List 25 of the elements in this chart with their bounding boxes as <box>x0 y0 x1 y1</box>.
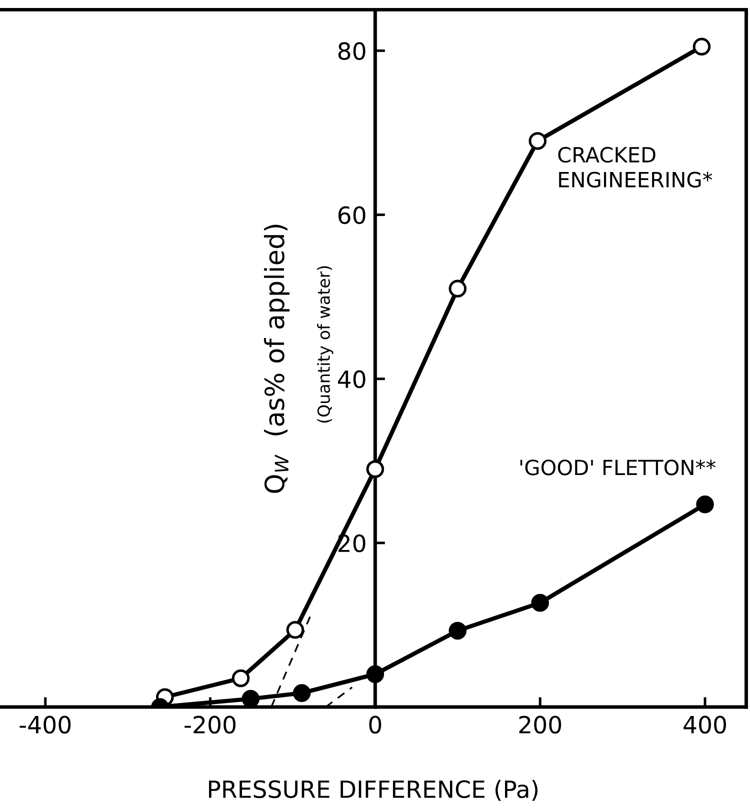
x-tick-label: -200 <box>184 716 236 734</box>
x-axis-title: PRESSURE DIFFERENCE (Pa) <box>209 780 538 801</box>
annotation: (Quantity of water) <box>317 266 334 423</box>
point <box>242 690 260 707</box>
x-tick-label: 400 <box>684 716 726 734</box>
y-tick-label: 60 <box>338 206 366 224</box>
point <box>448 622 467 640</box>
point <box>528 132 547 150</box>
series-label: 'GOOD' FLETTON** <box>520 460 716 476</box>
y-axis-title: Q$_{W}$ (as% of applied) <box>264 224 290 493</box>
y-tick-label: 80 <box>338 42 366 60</box>
point <box>366 665 384 684</box>
series-label: CRACKED ENGINEERING* <box>558 146 712 188</box>
point <box>286 620 304 639</box>
y-tick-label: 40 <box>338 370 366 388</box>
point <box>448 280 467 298</box>
point <box>366 460 384 478</box>
point <box>692 38 711 56</box>
point <box>232 669 250 688</box>
point <box>531 594 549 612</box>
point <box>696 495 714 514</box>
point <box>292 684 311 702</box>
x-tick-label: 0 <box>369 716 382 734</box>
x-tick-label: 200 <box>519 716 562 734</box>
x-tick-label: -400 <box>20 716 71 734</box>
